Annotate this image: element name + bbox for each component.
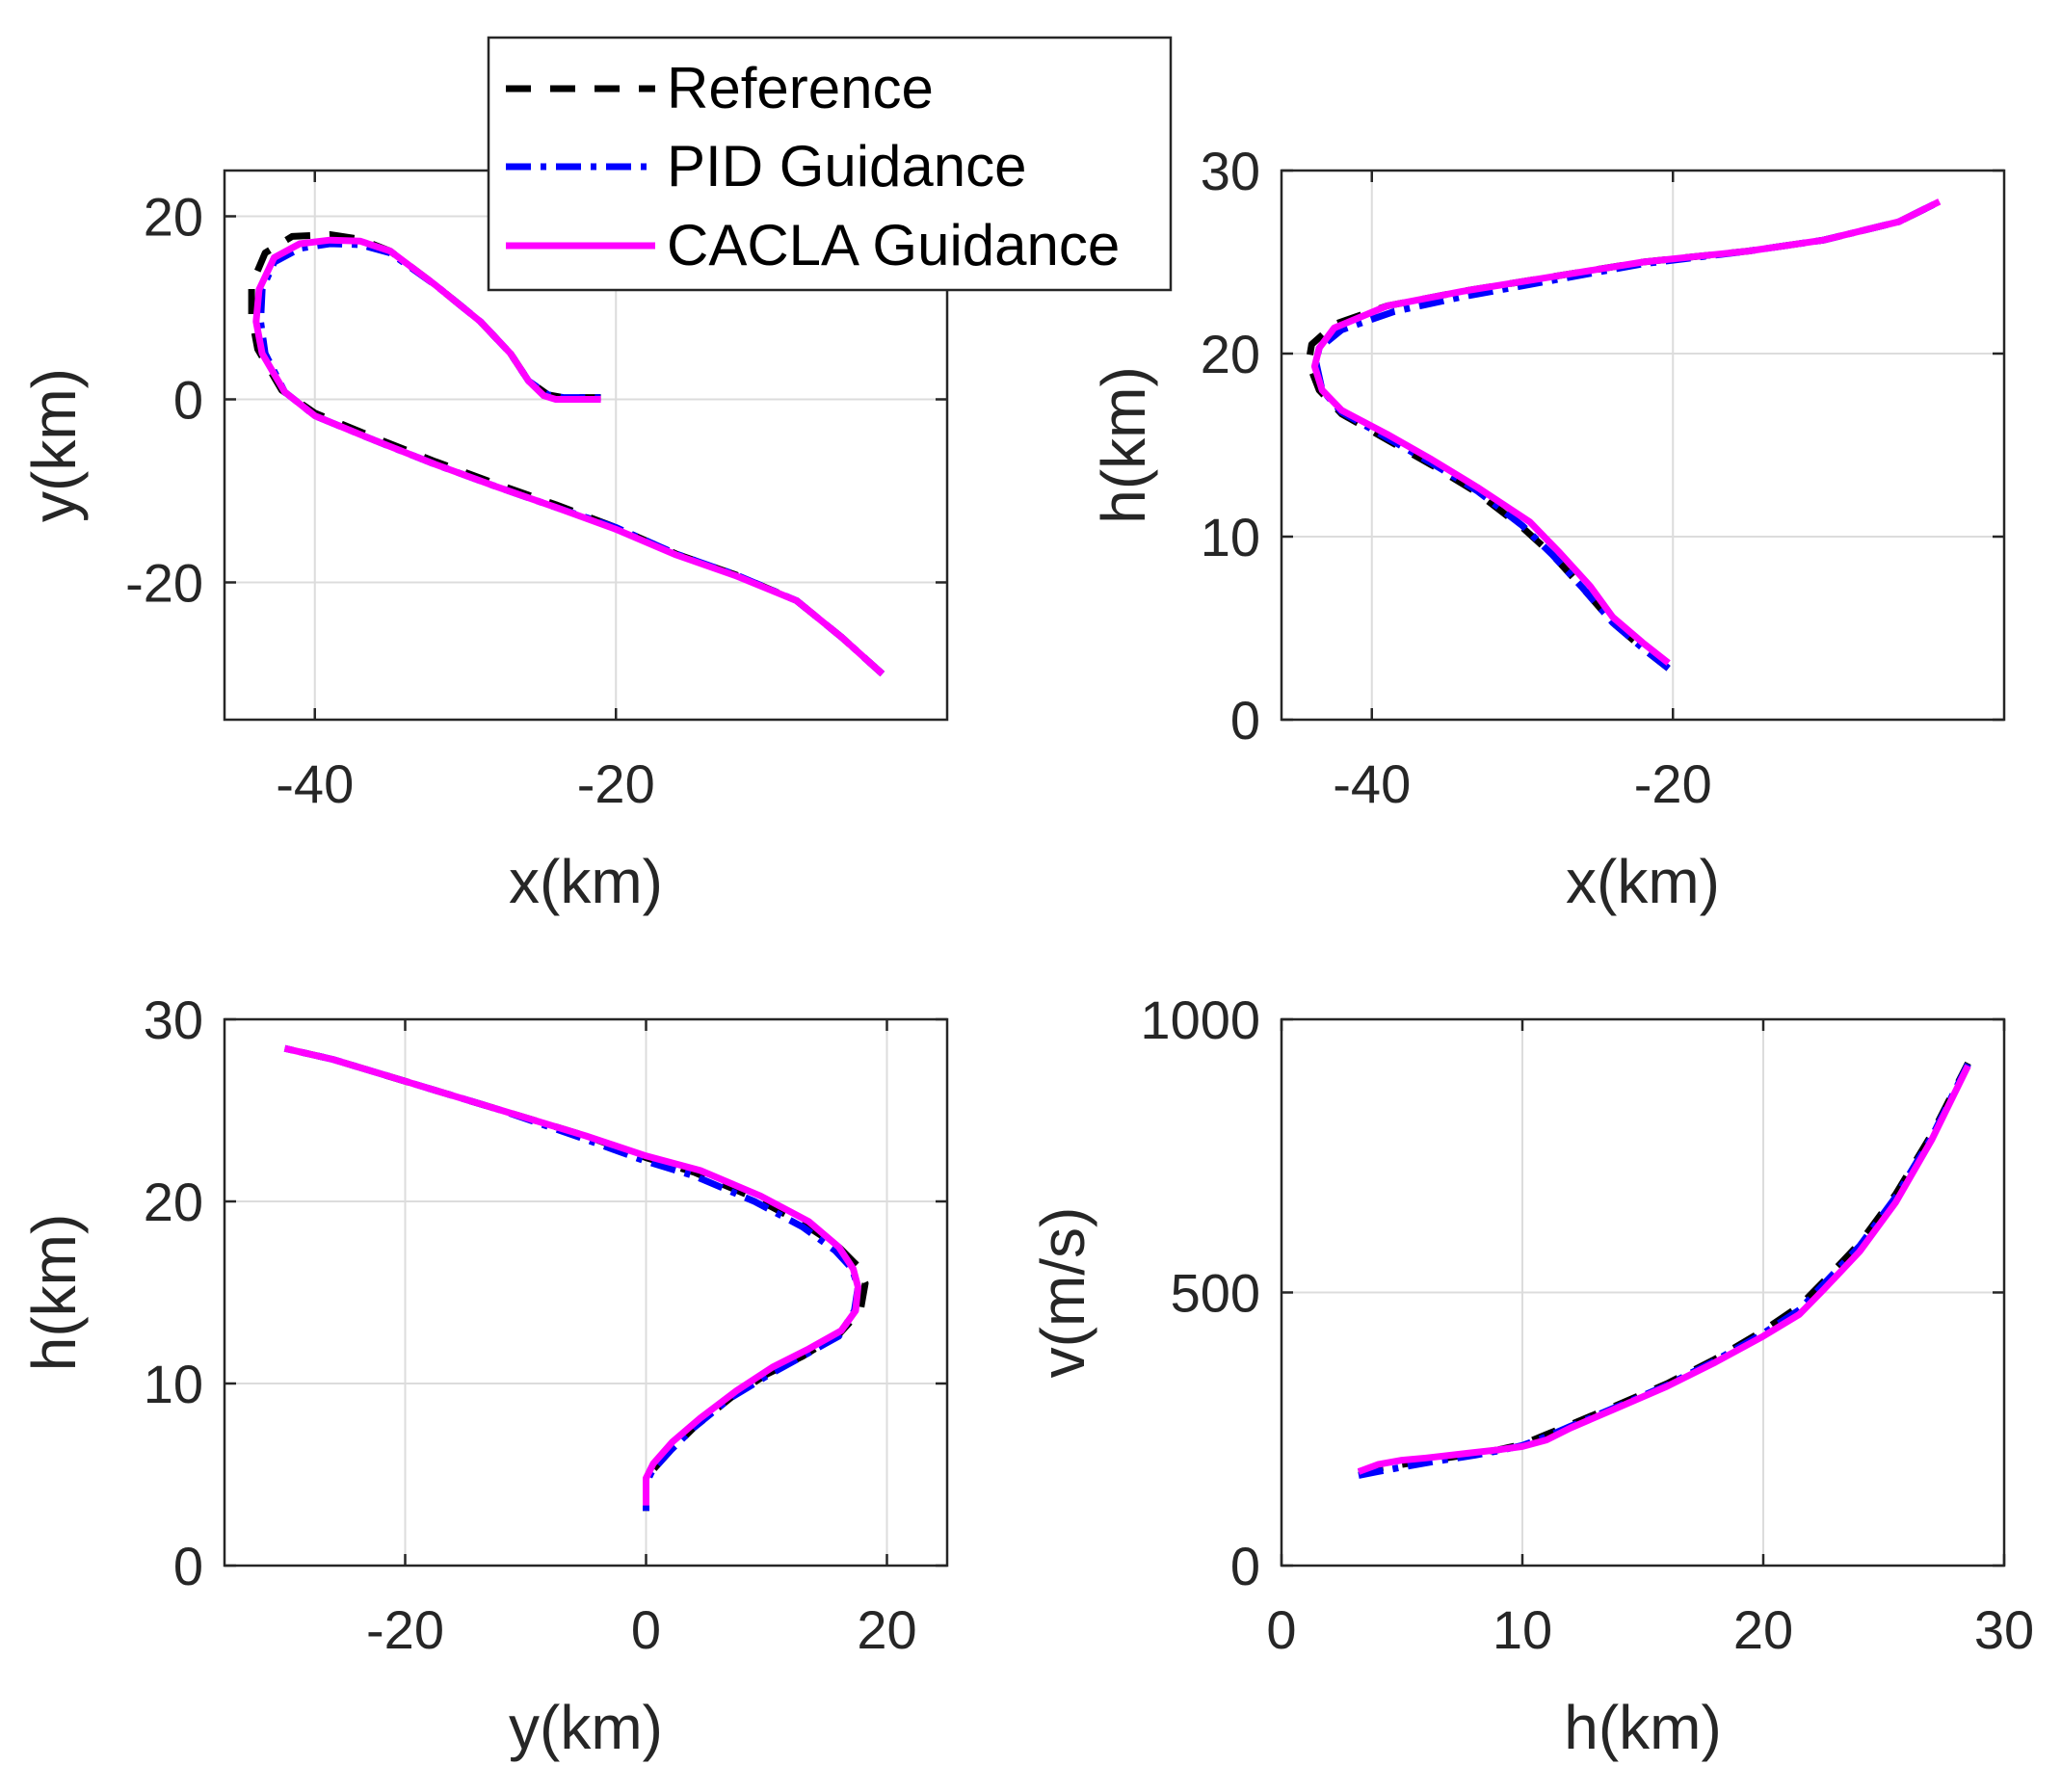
x-tick-label: -20 xyxy=(366,1599,444,1660)
series-line-cacla xyxy=(1310,198,1942,666)
x-tick-label: 20 xyxy=(857,1599,916,1660)
series-line-cacla xyxy=(1357,1064,1971,1475)
x-axis-label: h(km) xyxy=(1564,1693,1722,1762)
y-tick-label: 0 xyxy=(1230,1536,1260,1596)
x-tick-label: -40 xyxy=(276,753,354,814)
x-axis-label: x(km) xyxy=(509,847,663,916)
series-line-cacla xyxy=(252,236,885,677)
y-tick-label: 10 xyxy=(144,1354,203,1414)
y-tick-label: 1000 xyxy=(1140,989,1260,1050)
x-axis-label: y(km) xyxy=(509,1693,663,1762)
legend-label-pid: PID Guidance xyxy=(667,134,1027,198)
x-tick-label: -20 xyxy=(577,753,655,814)
legend-label-cacla: CACLA Guidance xyxy=(667,213,1120,277)
plot-area xyxy=(225,1019,947,1566)
subplot-xh: -40 -20 0 10 20 30 x(km) h(km) xyxy=(1089,141,2006,916)
x-tick-label: 10 xyxy=(1493,1599,1552,1660)
y-tick-label: 500 xyxy=(1171,1263,1260,1324)
y-tick-label: -20 xyxy=(125,553,203,614)
x-tick-label: 0 xyxy=(1266,1599,1296,1660)
y-tick-label: 10 xyxy=(1201,507,1260,567)
x-tick-label: -40 xyxy=(1333,753,1411,814)
series-line-cacla xyxy=(283,1044,861,1506)
series-line-pid xyxy=(1358,1062,1971,1479)
y-tick-label: 20 xyxy=(1201,324,1260,384)
x-tick-label: 0 xyxy=(631,1599,661,1660)
x-tick-label: 20 xyxy=(1733,1599,1793,1660)
y-axis-label: v(m/s) xyxy=(1028,1207,1097,1379)
y-tick-label: 20 xyxy=(144,187,203,248)
x-axis-label: x(km) xyxy=(1566,847,1720,916)
y-axis-label: y(km) xyxy=(19,368,89,522)
axes-frame xyxy=(1280,169,2006,722)
x-tick-label: -20 xyxy=(1634,753,1712,814)
subplot-hv: 0 10 20 30 0 500 1000 h(km) v(m/s) xyxy=(1028,989,2034,1762)
y-tick-label: 20 xyxy=(144,1172,203,1232)
y-axis-label: h(km) xyxy=(19,1214,89,1372)
legend-label-reference: Reference xyxy=(667,56,934,120)
y-axis-label: h(km) xyxy=(1089,366,1158,524)
y-tick-label: 30 xyxy=(1201,141,1260,201)
y-tick-label: 0 xyxy=(173,1536,203,1596)
subplot-yh: -20 0 20 0 10 20 30 y(km) h(km) xyxy=(19,989,949,1762)
axes-frame xyxy=(223,1017,949,1568)
legend: Reference PID Guidance CACLA Guidance xyxy=(487,36,1173,292)
y-tick-label: 30 xyxy=(144,989,203,1050)
y-tick-label: 0 xyxy=(173,370,203,431)
x-tick-label: 30 xyxy=(1974,1599,2034,1660)
y-tick-label: 0 xyxy=(1230,690,1260,751)
